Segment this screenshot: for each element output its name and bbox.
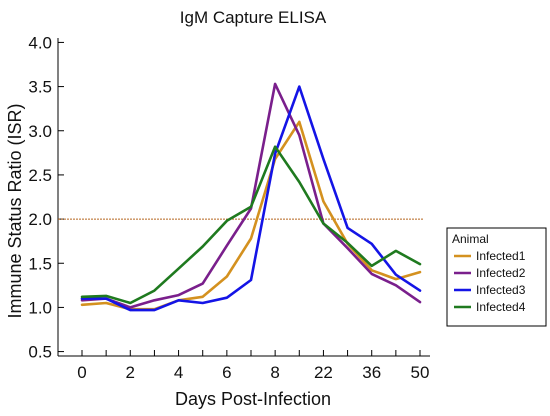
x-tick-label: 8 — [270, 363, 279, 382]
y-tick-label: 2.0 — [28, 210, 52, 229]
legend-label-infected4: Infected4 — [476, 300, 526, 314]
series-line-infected4 — [80, 145, 422, 305]
y-tick-label: 0.5 — [28, 343, 52, 362]
y-tick-label: 2.5 — [28, 166, 52, 185]
x-axis-title: Days Post-Infection — [175, 389, 331, 409]
x-tick-label: 0 — [77, 363, 86, 382]
legend-label-infected2: Infected2 — [476, 266, 526, 280]
y-tick-label: 3.5 — [28, 78, 52, 97]
x-tick-label: 22 — [314, 363, 333, 382]
x-tick-label: 6 — [222, 363, 231, 382]
x-tick-label: 4 — [174, 363, 183, 382]
series-line-infected2 — [80, 82, 422, 309]
x-tick-label: 36 — [362, 363, 381, 382]
plot-area: 0.5 1.0 1.5 2.0 2.5 3.0 3.5 4.0 0 2 4 6 8 22 36 50 — [28, 33, 430, 382]
x-tick-label: 2 — [126, 363, 135, 382]
legend-title: Animal — [452, 232, 489, 246]
y-axis-title: Immune Status Ratio (ISR) — [5, 103, 25, 318]
legend-box — [446, 227, 547, 327]
legend-label-infected1: Infected1 — [476, 249, 526, 263]
legend-label-infected3: Infected3 — [476, 283, 526, 297]
series-line-infected3 — [80, 85, 422, 312]
legend: Animal Infected1 Infected2 Infected3 Infecte… — [446, 227, 547, 327]
y-tick-label: 4.0 — [28, 33, 52, 52]
x-tick-label: 50 — [411, 363, 430, 382]
y-tick-label: 1.5 — [28, 254, 52, 273]
y-tick-label: 3.0 — [28, 122, 52, 141]
y-tick-label: 1.0 — [28, 298, 52, 317]
chart-title: IgM Capture ELISA — [180, 8, 327, 27]
